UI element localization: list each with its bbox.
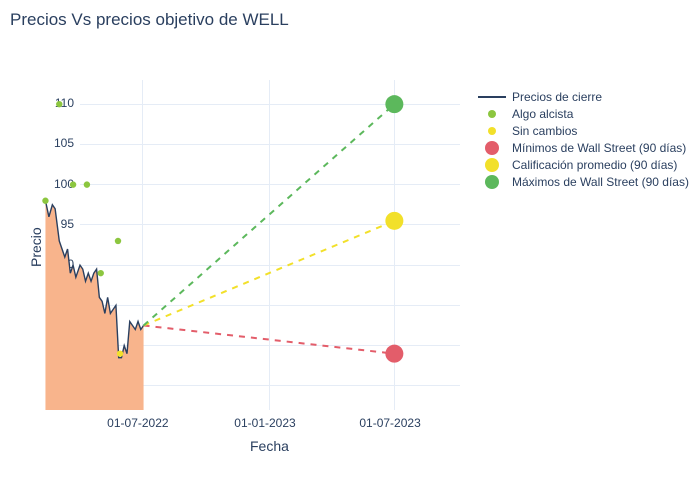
neutral-point (117, 350, 123, 356)
bullish-point (70, 181, 76, 187)
close-area (45, 201, 143, 410)
bullish-point (84, 181, 90, 187)
avg-marker (385, 212, 403, 230)
high-line (144, 104, 395, 325)
bullish-point (115, 238, 121, 244)
low-marker (385, 345, 403, 363)
bullish-point (56, 101, 62, 107)
low-line (144, 325, 395, 353)
high-marker (385, 95, 403, 113)
bullish-point (98, 270, 104, 276)
chart-svg (0, 0, 700, 500)
avg-line (144, 221, 395, 326)
bullish-point (42, 198, 48, 204)
